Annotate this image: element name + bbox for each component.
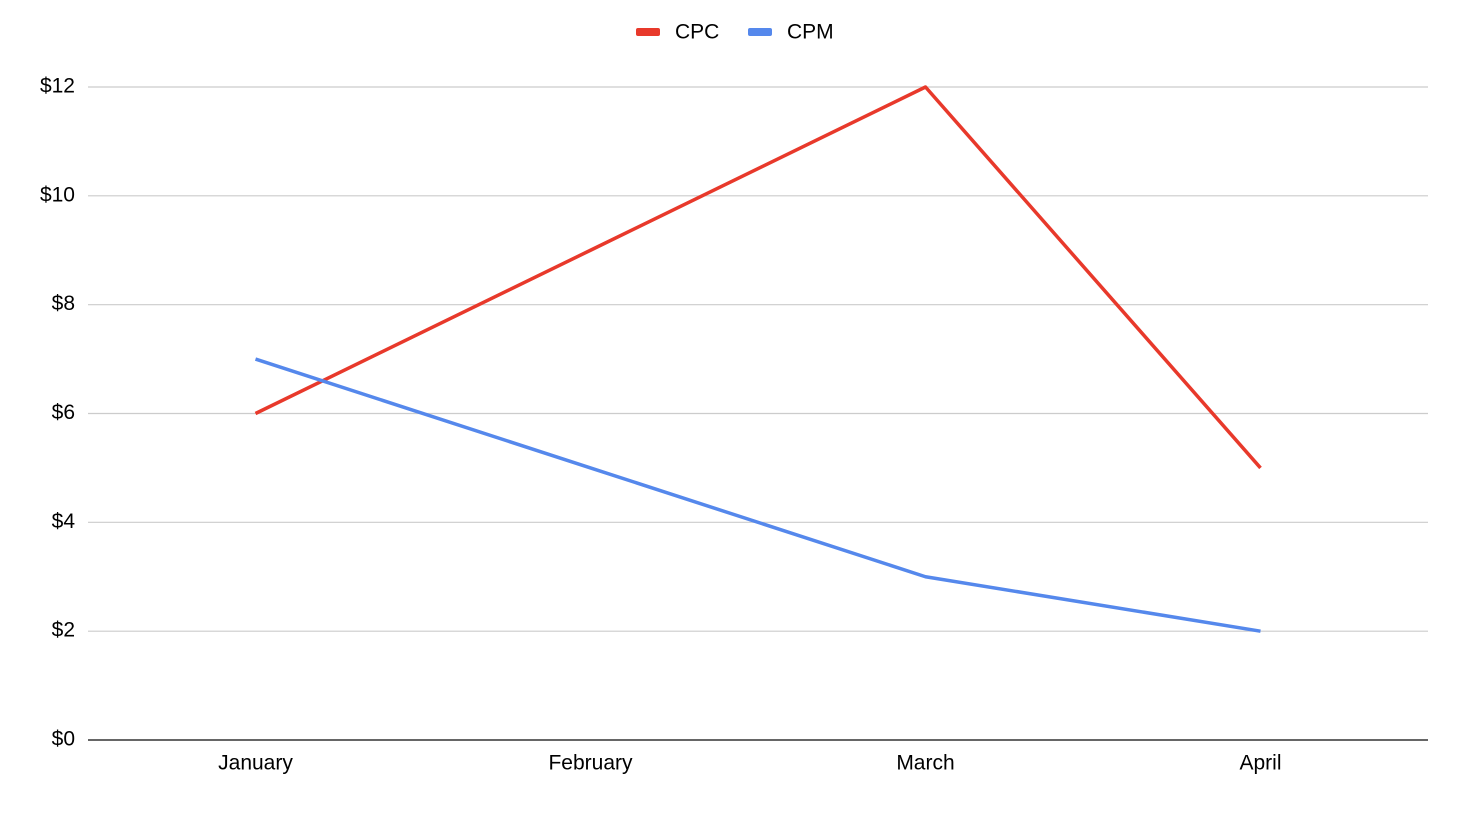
legend-swatch xyxy=(748,28,772,36)
line-series xyxy=(254,85,1262,470)
y-tick-label: $12 xyxy=(40,75,75,98)
legend-label: CPM xyxy=(787,21,834,44)
legend-swatch xyxy=(636,28,660,36)
y-tick-label: $2 xyxy=(52,619,75,642)
x-tick-label: April xyxy=(1239,752,1281,775)
line-series xyxy=(254,357,1261,633)
x-tick-label: January xyxy=(218,752,293,775)
y-tick-label: $0 xyxy=(52,728,75,751)
x-tick-label: March xyxy=(896,752,954,775)
x-tick-label: February xyxy=(548,752,633,775)
y-tick-label: $10 xyxy=(40,183,75,206)
legend-label: CPC xyxy=(675,21,719,44)
y-tick-label: $4 xyxy=(52,510,76,533)
y-tick-label: $6 xyxy=(52,401,75,424)
y-tick-label: $8 xyxy=(52,292,75,315)
